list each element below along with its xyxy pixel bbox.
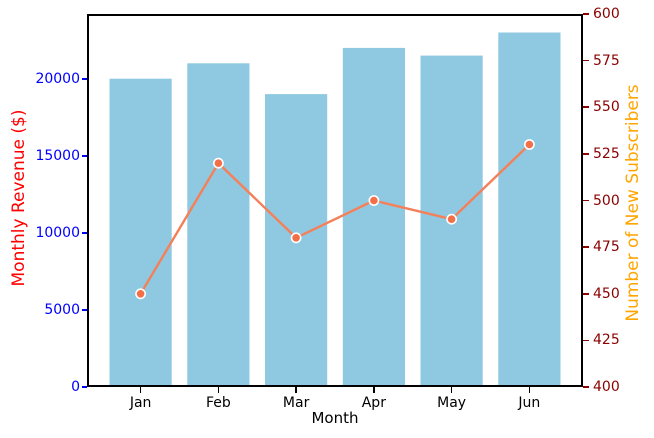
y-right-tick-mark <box>583 386 589 388</box>
y-right-tick-label: 450 <box>593 285 620 302</box>
y-left-tick-mark <box>81 77 87 80</box>
x-tick-label-may: May <box>437 395 467 411</box>
y-left-tick-mark <box>81 309 87 311</box>
bar-jun <box>498 32 561 387</box>
marker-feb <box>212 157 224 169</box>
plot-border <box>87 14 583 387</box>
y-right-tick-label: 550 <box>593 99 620 116</box>
bar-apr <box>342 47 405 387</box>
y-left-tick-mark <box>81 155 87 157</box>
x-tick-mark <box>528 387 531 393</box>
x-tick-mark <box>295 387 297 393</box>
y-right-tick-mark <box>583 199 589 202</box>
x-tick-mark <box>139 387 142 393</box>
y-right-tick-mark <box>583 59 589 62</box>
x-tick-mark <box>217 387 220 393</box>
y-left-tick-label: 5000 <box>44 301 80 318</box>
y-right-tick-mark <box>583 106 589 109</box>
y-right-tick-mark <box>583 292 589 295</box>
marker-apr <box>368 195 380 206</box>
x-tick-label-apr: Apr <box>361 395 386 411</box>
y-right-tick-mark <box>583 246 589 248</box>
y-left-tick-label: 15000 <box>35 147 80 164</box>
y-left-tick-label: 20000 <box>35 70 80 87</box>
y-right-tick-label: 475 <box>593 239 620 256</box>
y-right-tick-mark <box>583 339 589 342</box>
marker-jan <box>135 288 146 300</box>
bar-feb <box>187 63 250 387</box>
y-right-tick-label: 400 <box>593 379 620 395</box>
plot-area <box>87 14 583 387</box>
bar-jan <box>109 78 172 387</box>
subscribers-line <box>139 143 531 295</box>
y-left-tick-mark <box>81 386 87 388</box>
y-right-tick-label: 600 <box>593 6 620 22</box>
y-left-tick-label: 10000 <box>35 224 80 241</box>
y-right-tick-mark <box>583 153 589 155</box>
x-tick-mark <box>450 387 453 393</box>
x-tick-label-feb: Feb <box>205 395 231 411</box>
y-left-tick-label: 0 <box>71 379 80 395</box>
x-tick-mark <box>373 387 375 393</box>
marker-mar <box>290 232 302 244</box>
x-tick-label-mar: Mar <box>282 395 310 411</box>
y-axis-left-title: Monthly Revenue ($) <box>9 109 29 287</box>
y-right-tick-mark <box>583 13 589 15</box>
x-tick-label-jun: Jun <box>518 395 541 411</box>
marker-jun <box>523 139 535 150</box>
y-right-tick-label: 425 <box>593 332 620 349</box>
marker-may <box>446 213 457 225</box>
x-axis-title: Month <box>311 409 359 427</box>
y-right-tick-label: 525 <box>593 145 620 162</box>
x-tick-label-jan: Jan <box>129 395 152 411</box>
y-right-tick-label: 575 <box>593 52 620 69</box>
y-left-tick-mark <box>81 232 87 234</box>
y-right-tick-label: 500 <box>593 192 620 209</box>
